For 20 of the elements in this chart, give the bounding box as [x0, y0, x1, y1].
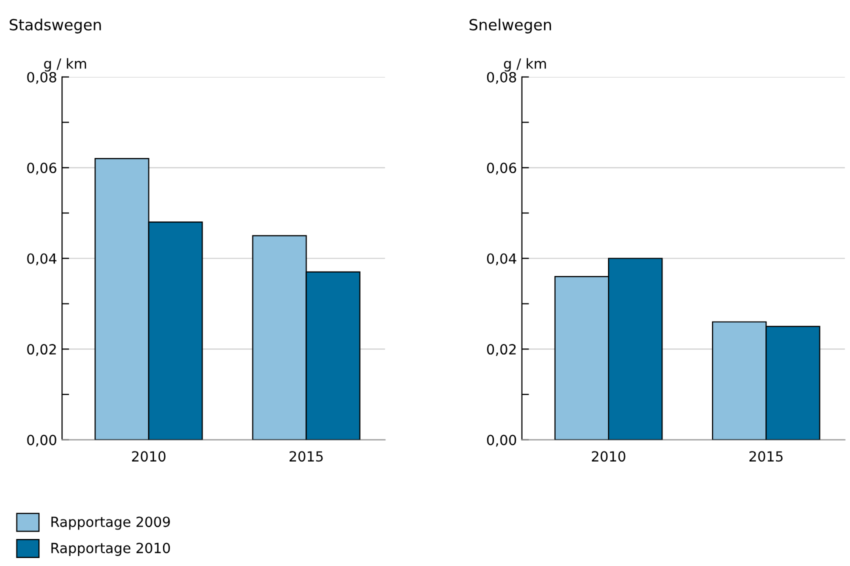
x-tick-label: 2015: [290, 451, 323, 462]
y-tick-label: 0,06: [27, 162, 56, 175]
y-tick-label: 0,06: [487, 162, 516, 175]
y-axis-title: g / km: [44, 58, 86, 72]
y-tick-label: 0,00: [487, 434, 516, 447]
legend-label: Rapportage 2010: [51, 542, 170, 556]
y-tick-label: 0,04: [487, 253, 516, 266]
legend-label: Rapportage 2009: [51, 516, 170, 530]
y-axis-title: g / km: [504, 58, 546, 72]
y-tick-label: 0,08: [27, 72, 56, 84]
x-tick-label: 2010: [592, 451, 626, 462]
x-tick-label: 2010: [132, 451, 166, 462]
y-tick-label: 0,08: [487, 72, 516, 84]
chart-title: Snelwegen: [470, 18, 552, 34]
x-tick-label: 2015: [749, 451, 783, 462]
y-tick-label: 0,02: [27, 344, 56, 356]
y-tick-label: 0,02: [487, 344, 516, 356]
y-tick-label: 0,00: [27, 434, 56, 447]
y-tick-label: 0,04: [27, 253, 56, 266]
chart-title: Stadswegen: [10, 18, 101, 34]
